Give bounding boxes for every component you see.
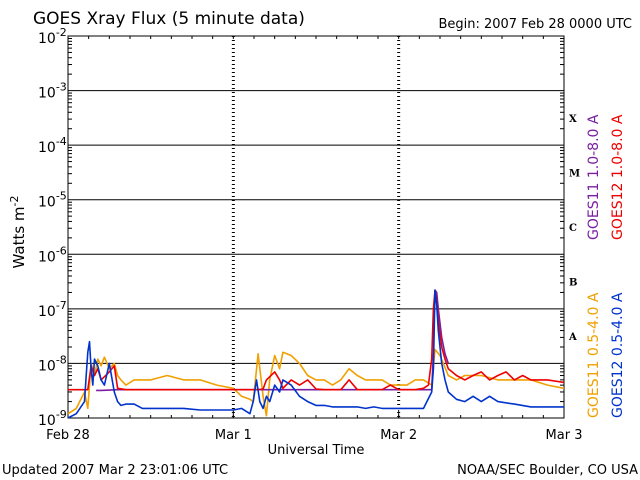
x-tick-label: Mar 1 (215, 428, 252, 443)
plot-frame (67, 35, 565, 419)
legend-entry-goes11-1-0-8-0-a: GOES11 1.0-8.0 A (586, 114, 602, 240)
y-tick-label: 10-4 (38, 135, 67, 156)
flare-class-b: B (569, 278, 577, 289)
begin-label: Begin: 2007 Feb 28 0000 UTC (438, 17, 632, 32)
y-tick-label: 10-6 (38, 244, 67, 265)
series-line-goes12-0-5-4-0-a (67, 289, 564, 419)
series-layer (67, 289, 565, 419)
axis-ticks (67, 36, 565, 418)
y-tick-label: 10-8 (38, 353, 67, 374)
x-tick-label: Mar 2 (380, 428, 417, 443)
y-tick-label: 10-2 (38, 26, 67, 47)
x-tick-label: Mar 3 (546, 428, 583, 443)
y-tick-label: 10-3 (38, 81, 67, 102)
legend-entry-goes12-0-5-4-0-a: GOES12 0.5-4.0 A (610, 292, 626, 418)
y-tick-label: 10-9 (38, 408, 67, 429)
series-line-goes11-0-5-4-0-a (67, 348, 565, 417)
legend: GOES11 1.0-8.0 A GOES12 1.0-8.0 A GOES11 0… (586, 114, 626, 418)
flare-class-c: C (569, 223, 577, 234)
x-tick-label: Feb 28 (46, 428, 90, 443)
y-tick-label: 10-5 (38, 190, 67, 211)
legend-entry-goes12-1-0-8-0-a: GOES12 1.0-8.0 A (610, 114, 626, 240)
y-axis-labels: 10-2 10-3 10-4 10-5 10-6 10-7 10-8 10-9 (38, 26, 67, 429)
flare-class-a: A (568, 332, 577, 343)
flare-class-m: M (569, 168, 580, 179)
plot-border (67, 35, 565, 419)
chart-title: GOES Xray Flux (5 minute data) (33, 9, 305, 29)
y-axis-title: Watts m-2 (8, 196, 28, 269)
grid-lines (68, 35, 564, 419)
y-tick-label: 10-7 (38, 299, 67, 320)
x-axis-title: Universal Time (268, 443, 365, 458)
updated-timestamp: Updated 2007 Mar 2 23:01:06 UTC (2, 463, 228, 478)
legend-entry-goes11-0-5-4-0-a: GOES11 0.5-4.0 A (586, 292, 602, 418)
x-axis-labels: Feb 28 Mar 1 Mar 2 Mar 3 (46, 428, 582, 443)
credit-label: NOAA/SEC Boulder, CO USA (457, 463, 638, 478)
series-line-goes12-1-0-8-0-a (68, 289, 565, 391)
flare-class-labels: X M C B A (568, 114, 580, 343)
flare-class-x: X (569, 114, 577, 125)
